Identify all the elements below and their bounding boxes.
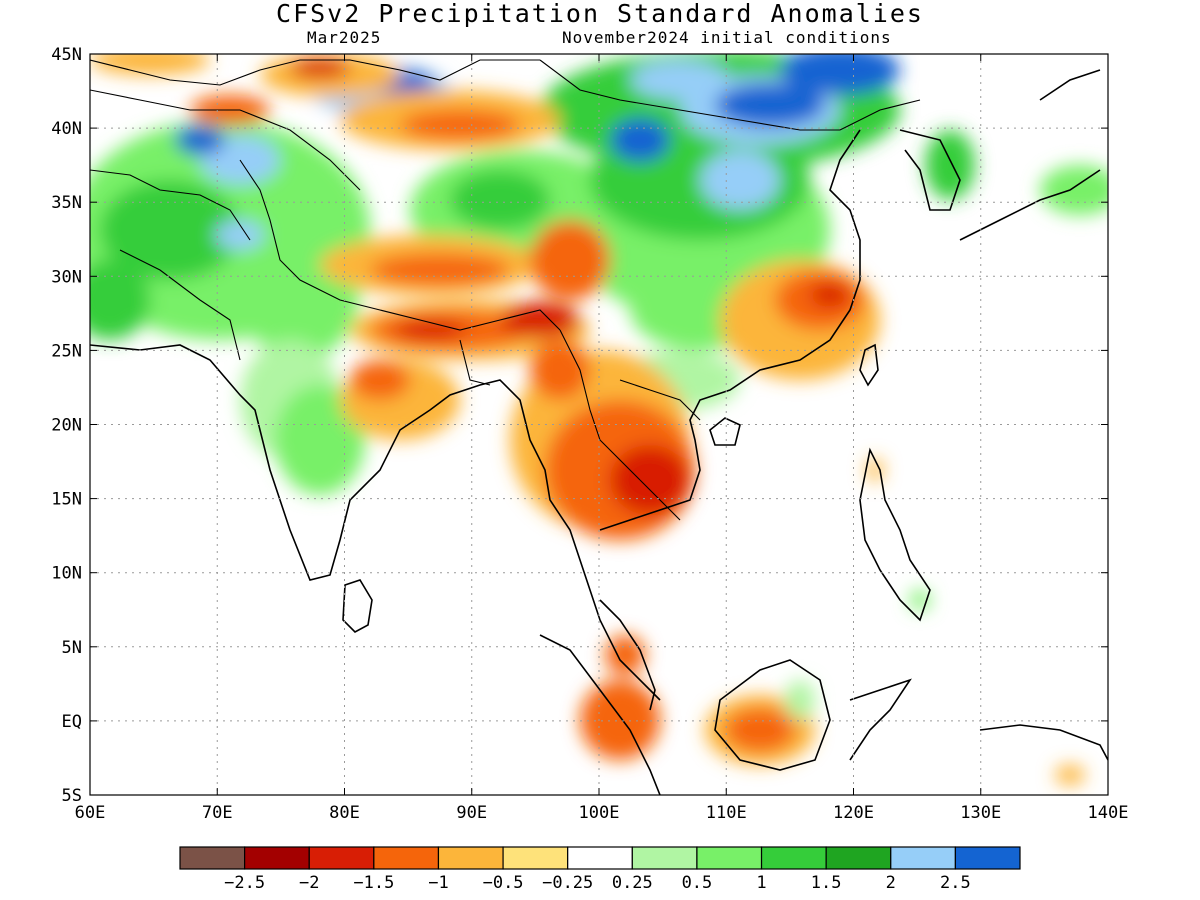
- lat-tick-label: 40N: [51, 119, 82, 139]
- lat-tick-label: 35N: [51, 193, 82, 213]
- lon-tick-label: 60E: [75, 803, 106, 823]
- axis-ticks: 60E 70E 80E 90E 100E 110E 120E 130E 140E 45N 40N 35…: [51, 45, 1128, 823]
- colorbar-swatch: [308, 846, 375, 870]
- lat-tick-label: 25N: [51, 341, 82, 361]
- colorbar-swatch: [437, 846, 504, 870]
- philippines-coastline: [859, 447, 931, 622]
- lat-tick-label: 10N: [51, 564, 82, 584]
- colorbar-swatch: [760, 846, 827, 870]
- coastlines: [90, 69, 1108, 795]
- hainan-coastline: [709, 417, 741, 446]
- colorbar-label: −0.5: [483, 873, 524, 893]
- colorbar-swatch: [825, 846, 892, 870]
- lon-tick-label: 70E: [202, 803, 233, 823]
- sumatra-coastline: [539, 634, 661, 795]
- colorbar-swatch: [954, 846, 1021, 870]
- colorbar-label: −2.5: [224, 873, 265, 893]
- lon-tick-label: 110E: [706, 803, 747, 823]
- colorbar-label: 2: [886, 873, 896, 893]
- colorbar-swatch: [502, 846, 569, 870]
- lat-tick-label: 5S: [62, 786, 82, 806]
- borneo-coastline: [714, 659, 831, 771]
- colorbar-label: −2: [299, 873, 319, 893]
- colorbar-swatch: [631, 846, 698, 870]
- colorbar-label: −0.25: [542, 873, 593, 893]
- colorbar-swatch: [244, 846, 310, 870]
- colorbar-label: −1: [428, 873, 448, 893]
- colorbar-swatch: [890, 846, 956, 870]
- valid-month-label: Mar2025: [307, 28, 382, 47]
- colorbar-label: 2.5: [940, 873, 971, 893]
- lat-tick-label: 15N: [51, 490, 82, 510]
- initial-conditions-label: November2024 initial conditions: [562, 28, 892, 47]
- colorbar-swatch: [373, 846, 440, 870]
- lon-tick-label: 90E: [456, 803, 487, 823]
- colorbar-label: 0.5: [682, 873, 713, 893]
- colorbar-swatch: [567, 846, 633, 870]
- colorbar: −2.5 −2 −1.5 −1 −0.5 −0.25 0.25 0.5 1 1.5 2 2.5: [179, 846, 1021, 893]
- new-guinea-coastline: [979, 724, 1108, 761]
- korea-coastline: [899, 129, 961, 211]
- sri-lanka-coastline: [342, 579, 373, 633]
- colorbar-swatch: [696, 846, 763, 870]
- indochina-coastline: [599, 129, 861, 531]
- japan-coastline: [959, 69, 1101, 241]
- lon-tick-label: 130E: [960, 803, 1001, 823]
- colorbar-label: 0.25: [612, 873, 653, 893]
- lon-tick-label: 140E: [1088, 803, 1129, 823]
- lat-tick-label: 30N: [51, 267, 82, 287]
- lat-tick-label: 5N: [62, 638, 82, 658]
- lat-tick-label: EQ: [62, 712, 82, 732]
- colorbar-label: 1: [756, 873, 766, 893]
- lat-tick-label: 20N: [51, 416, 82, 436]
- indian-coastline: [90, 344, 661, 701]
- lat-tick-label: 45N: [51, 45, 82, 65]
- malay-coastline: [599, 599, 656, 711]
- lon-tick-label: 120E: [833, 803, 874, 823]
- taiwan-coastline: [859, 343, 879, 387]
- lon-tick-label: 100E: [579, 803, 620, 823]
- colorbar-label: 1.5: [811, 873, 842, 893]
- colorbar-swatch: [179, 846, 246, 870]
- map-title: CFSv2 Precipitation Standard Anomalies: [276, 0, 924, 28]
- lon-tick-label: 80E: [329, 803, 360, 823]
- sulawesi-coastline: [849, 678, 912, 761]
- gridlines: [90, 54, 1108, 795]
- colorbar-label: −1.5: [353, 873, 394, 893]
